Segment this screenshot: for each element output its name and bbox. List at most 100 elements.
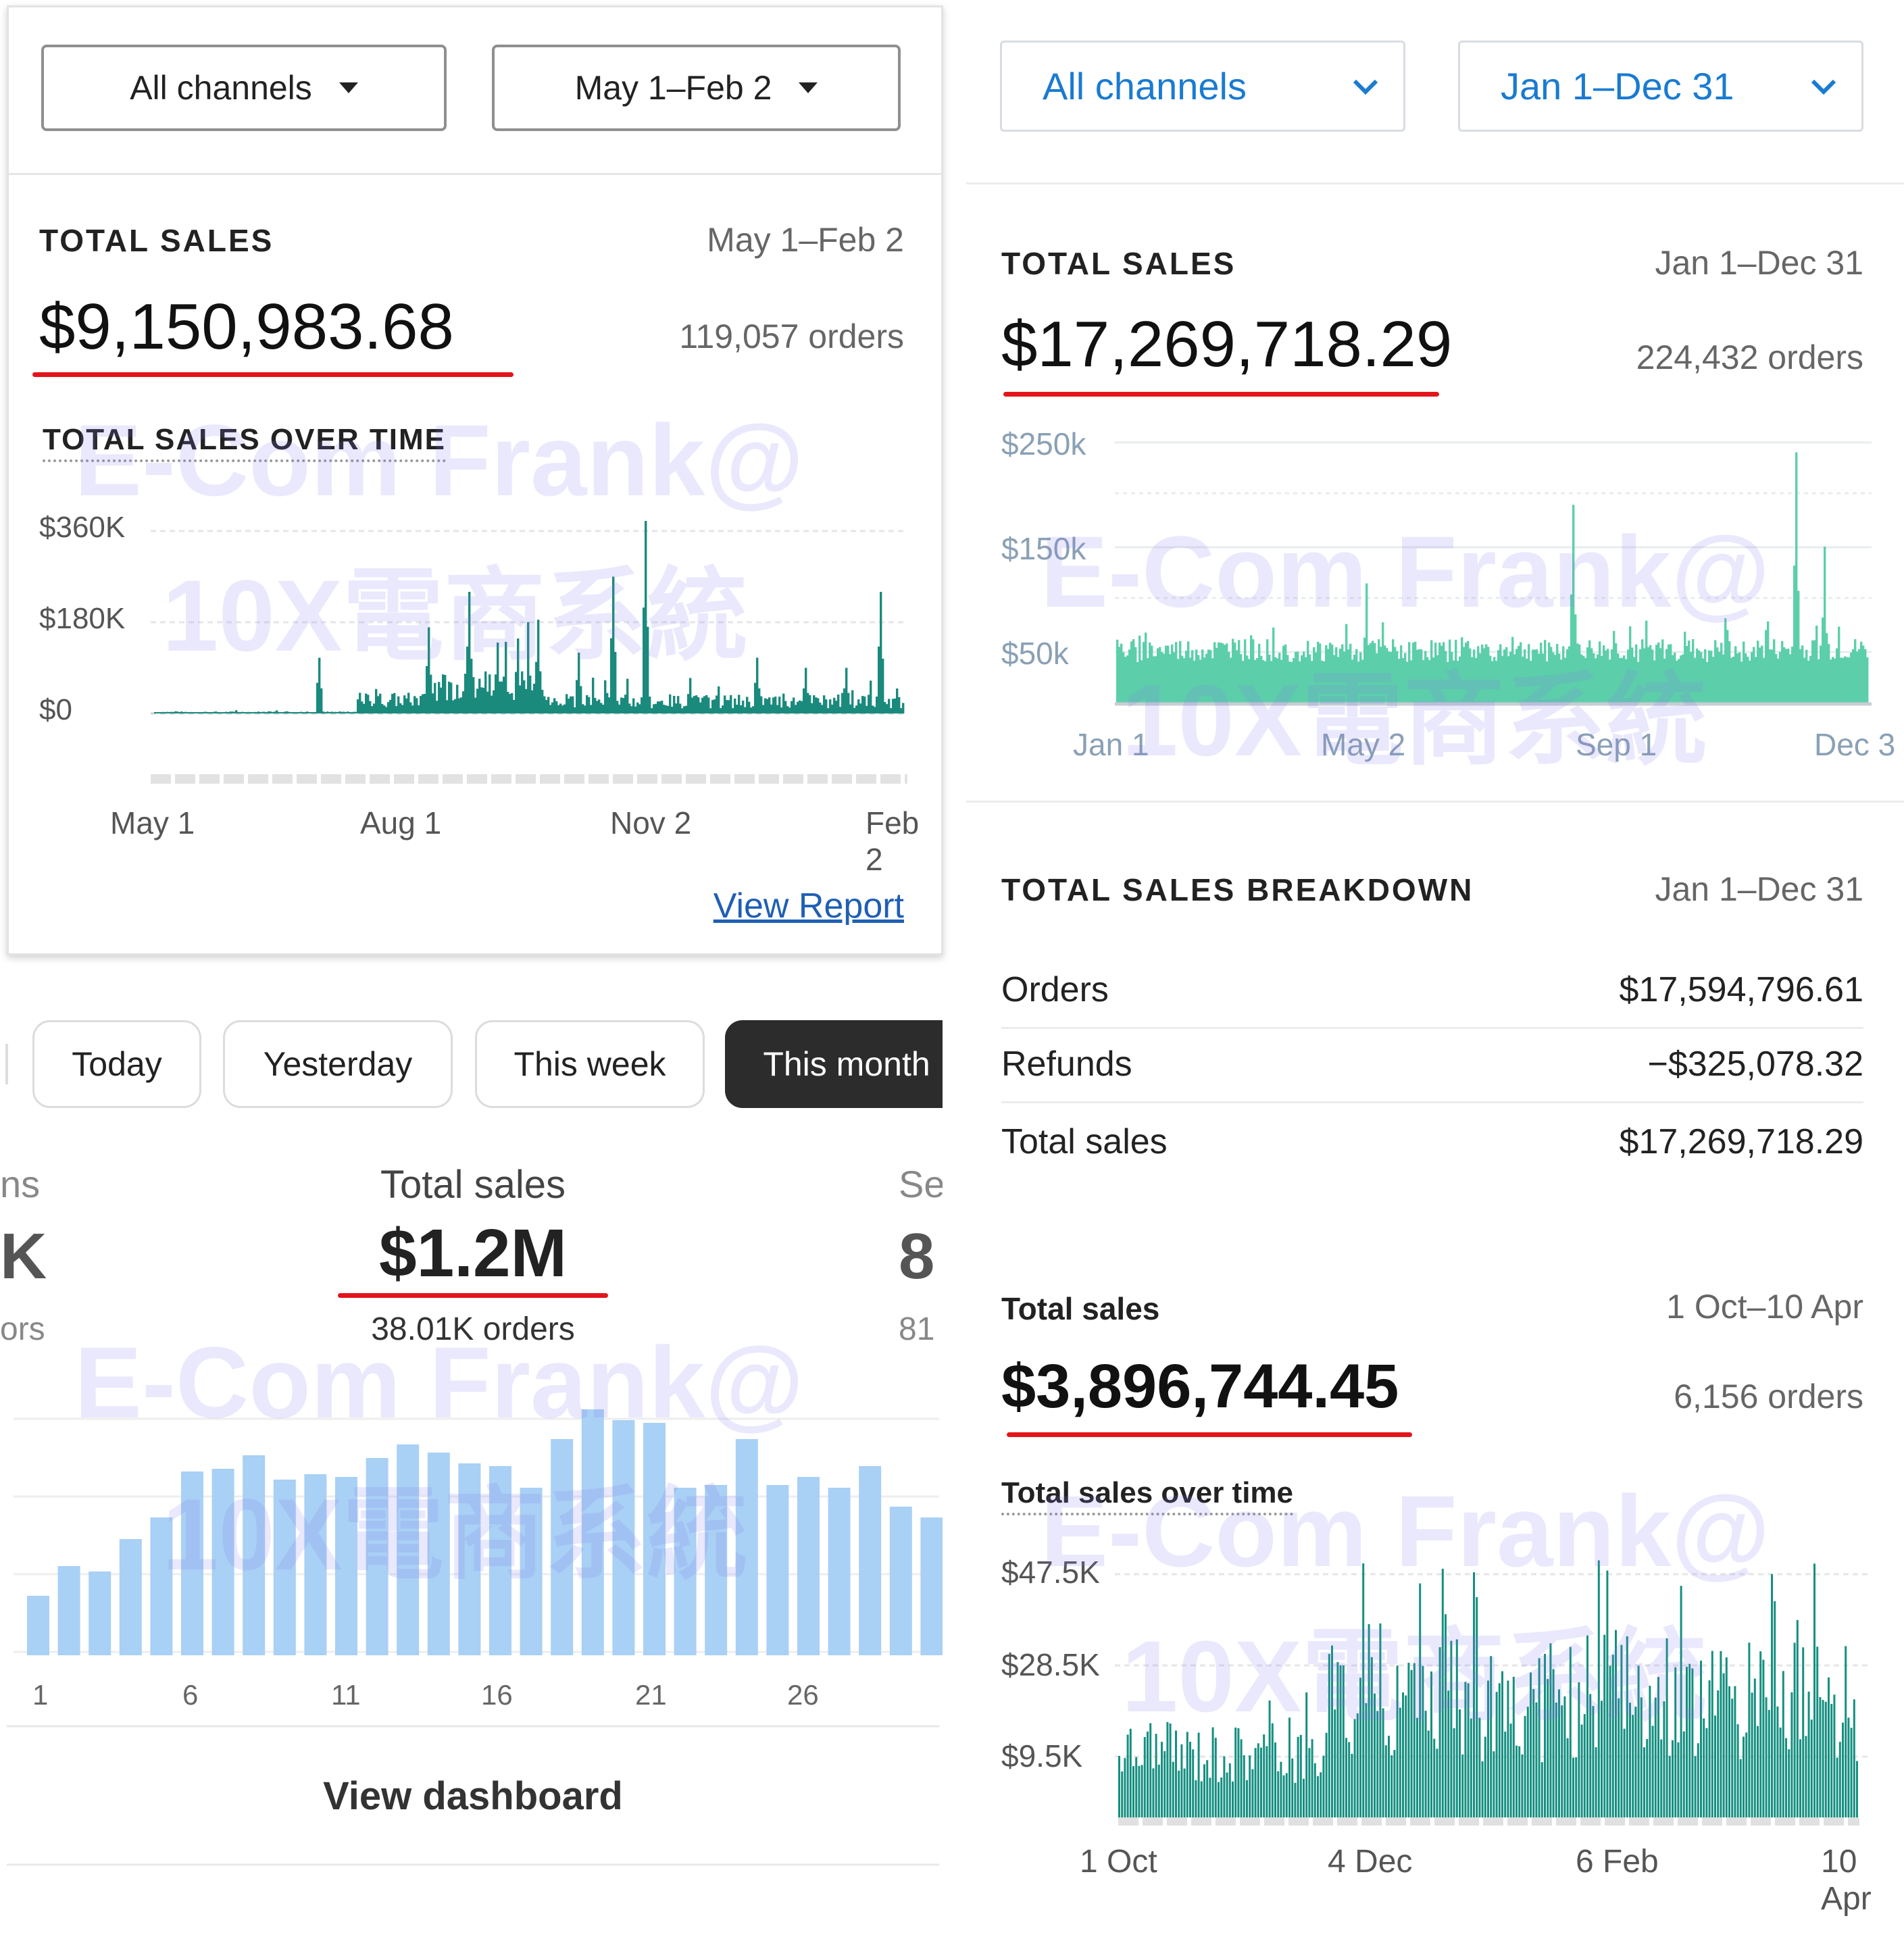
chart-mark	[521, 671, 524, 713]
chart-mark	[456, 684, 459, 713]
chart-mark	[1187, 641, 1190, 704]
chart-mark	[1433, 1738, 1436, 1817]
chart-mark	[1597, 654, 1599, 704]
chart-mark	[219, 712, 222, 713]
card-title: Total sales	[1001, 1291, 1160, 1326]
chart-mark	[1528, 644, 1530, 704]
chart-mark	[1619, 657, 1622, 704]
chip-this-month[interactable]: This month	[725, 1020, 943, 1108]
chip-today[interactable]: Today	[32, 1020, 201, 1108]
chart-mark	[1380, 647, 1382, 704]
chart-mark	[1504, 1732, 1507, 1817]
chart-mark	[1822, 617, 1824, 704]
chart-mark	[1135, 1757, 1138, 1817]
chart-mark	[1220, 1777, 1223, 1817]
chart-mark	[1161, 652, 1163, 704]
chart-mark	[381, 703, 384, 713]
chart-mark	[1730, 657, 1733, 704]
chart-mark	[1236, 650, 1238, 704]
total-sales-value: $3,896,744.45	[1001, 1352, 1399, 1421]
chart-mark	[1807, 660, 1810, 704]
view-report-link[interactable]: View Report	[713, 886, 904, 926]
date-range-text: May 1–Feb 2	[707, 221, 904, 259]
chart-mark	[1138, 635, 1141, 704]
chart-mark	[203, 711, 205, 713]
view-dashboard-button[interactable]: View dashboard	[323, 1774, 623, 1818]
date-range-select[interactable]: May 1–Feb 2	[492, 45, 901, 131]
chart-mark	[1124, 1758, 1126, 1817]
chart-mark	[1832, 657, 1834, 704]
chart-mark	[1368, 645, 1370, 704]
chart-mark	[1740, 661, 1743, 704]
chart-mark	[1799, 649, 1802, 704]
chart-mark	[1464, 1682, 1467, 1817]
chart-mark	[1692, 638, 1695, 704]
chart-mark	[817, 698, 820, 713]
chart-mark	[270, 711, 272, 713]
sales-area-series	[1116, 452, 1869, 704]
chart-mark	[1197, 655, 1200, 704]
channel-select[interactable]: All channels	[1000, 41, 1405, 132]
chart-mark	[529, 675, 532, 713]
chart-mark	[351, 711, 353, 713]
chart-mark	[195, 712, 197, 713]
chart-mark	[1704, 649, 1707, 704]
chart-mark	[251, 712, 254, 713]
card-title: TOTAL SALES	[1001, 246, 1236, 281]
chart-mark	[1601, 655, 1603, 704]
chart-mark	[1351, 1753, 1353, 1817]
chart-mark	[336, 712, 339, 713]
date-range-select[interactable]: Jan 1–Dec 31	[1458, 41, 1863, 132]
chart-mark	[1266, 1746, 1268, 1817]
channel-select[interactable]: All channels	[41, 45, 447, 131]
chart-mark	[1186, 1732, 1188, 1817]
chart-mark	[1450, 1640, 1453, 1817]
chart-mark	[1443, 642, 1445, 704]
chart-mark	[831, 704, 834, 713]
chart-mark	[1432, 657, 1435, 704]
chart-title: Total sales over time	[1001, 1476, 1294, 1515]
chart-mark	[1436, 1749, 1438, 1817]
chart-mark	[555, 701, 558, 713]
chart-mark	[1130, 641, 1133, 704]
chart-mark	[1694, 1756, 1697, 1817]
chart-mark	[1726, 630, 1729, 704]
chart-mark	[1207, 649, 1210, 704]
chart-mark	[606, 693, 609, 713]
chart-mark	[320, 688, 323, 713]
chart-mark	[1331, 1645, 1333, 1817]
breakdown-row-total: Total sales $17,269,718.29	[1001, 1105, 1863, 1179]
chart-mark	[1700, 652, 1703, 704]
chart-mark	[1359, 1678, 1361, 1817]
chart-mark	[1291, 661, 1293, 704]
chart-mark	[1518, 1746, 1521, 1817]
chart-mark	[1342, 1665, 1345, 1817]
y-tick: $0	[39, 693, 72, 726]
chart-mark	[1797, 590, 1800, 704]
chart-mark	[1852, 649, 1855, 704]
chart-mark	[507, 691, 509, 713]
chip-yesterday[interactable]: Yesterday	[223, 1020, 453, 1108]
orders-count: 6,156 orders	[1674, 1378, 1863, 1415]
bar	[551, 1439, 574, 1655]
breakdown-row-refunds: Refunds −$325,078.32	[1001, 1027, 1863, 1103]
chart-mark	[1767, 621, 1770, 704]
chart-mark	[280, 712, 282, 713]
chart-mark	[154, 711, 157, 713]
bar	[612, 1420, 635, 1655]
chart-mark	[310, 712, 313, 713]
chart-mark	[1419, 1583, 1422, 1817]
chart-mark	[1686, 646, 1688, 704]
chart-mark	[1618, 1698, 1620, 1817]
chart-mark	[476, 688, 479, 713]
chart-mark	[1203, 657, 1206, 704]
chart-mark	[726, 700, 728, 713]
chart-mark	[847, 693, 850, 713]
chip-this-week[interactable]: This week	[475, 1020, 705, 1108]
chart-mark	[610, 638, 613, 713]
chart-mark	[276, 710, 278, 713]
chart-mark	[1641, 639, 1644, 704]
chart-mark	[1322, 1755, 1325, 1817]
chart-mark	[1451, 651, 1453, 704]
chart-mark	[1379, 1623, 1382, 1817]
